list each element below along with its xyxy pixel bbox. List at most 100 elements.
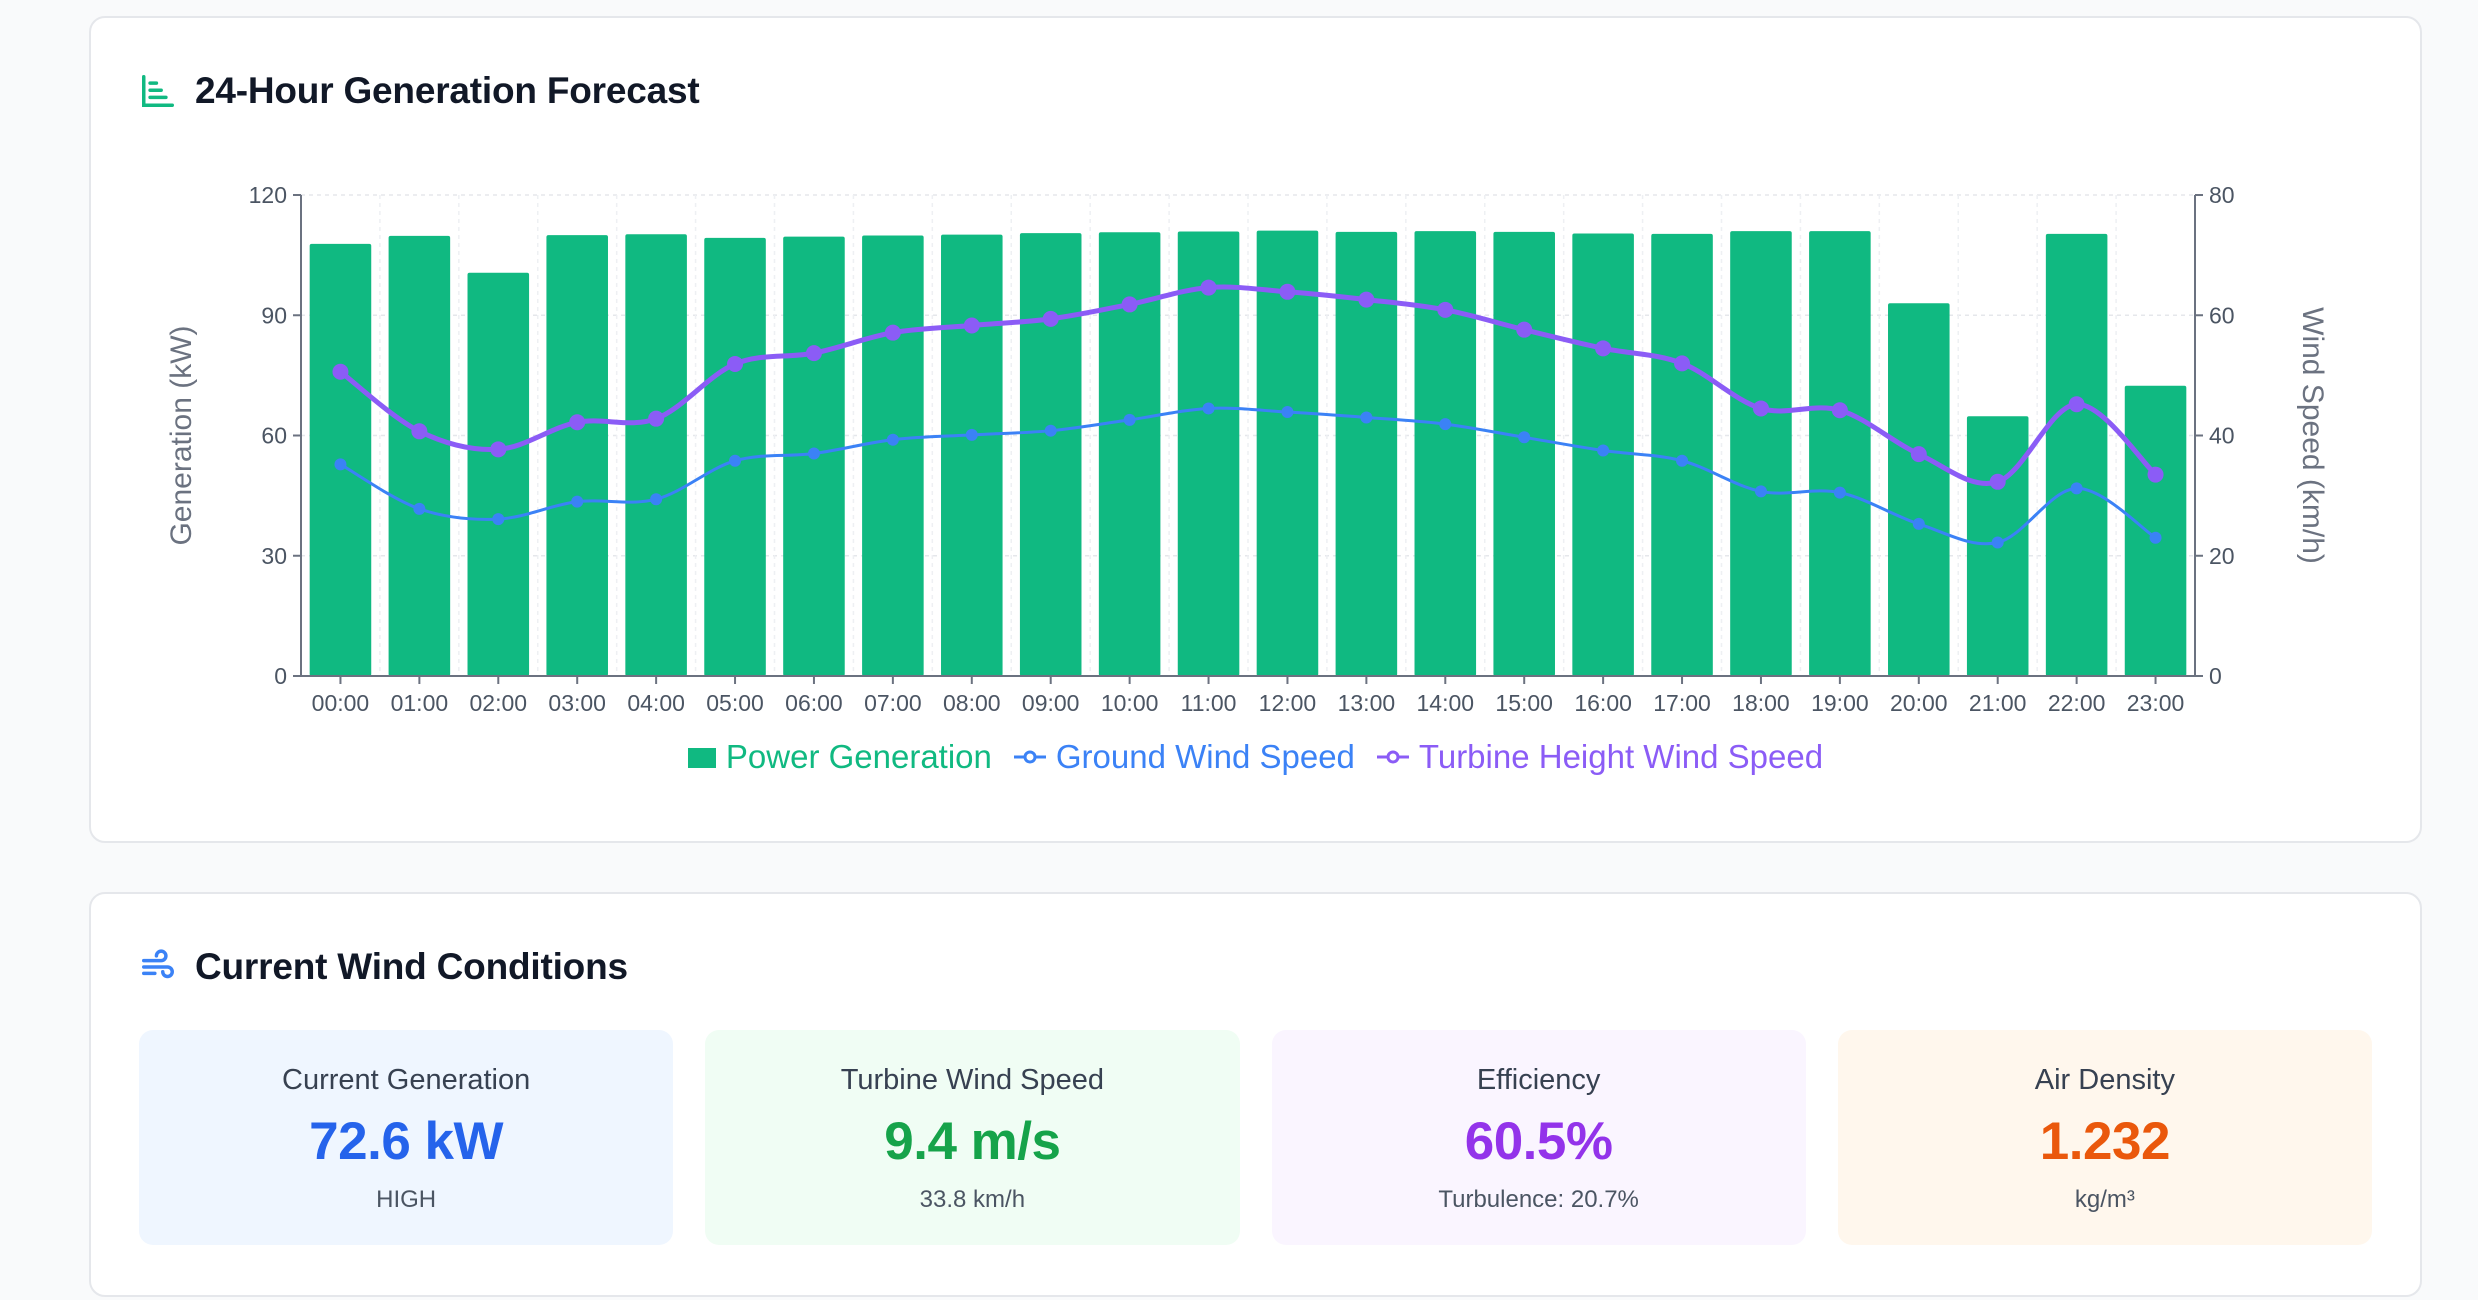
- legend-item[interactable]: Power Generation: [687, 738, 992, 776]
- x-tick-label: 13:00: [1338, 690, 1396, 716]
- x-tick-label: 06:00: [785, 690, 843, 716]
- turbine-wind-speed-point: [1042, 310, 1059, 327]
- x-tick-label: 20:00: [1890, 690, 1948, 716]
- turbine-wind-speed-point: [1910, 446, 1927, 463]
- generation-bar: [1730, 231, 1792, 676]
- ground-wind-speed-point: [1202, 402, 1215, 415]
- stat-air-density: Air Density 1.232 kg/m³: [1837, 1030, 2372, 1245]
- y2-axis-title: Wind Speed (km/h): [2296, 307, 2329, 564]
- stat-sub: Turbulence: 20.7%: [1438, 1186, 1639, 1213]
- x-tick-label: 07:00: [864, 690, 922, 716]
- generation-bar: [1335, 231, 1398, 677]
- turbine-wind-speed-point: [1674, 355, 1691, 372]
- turbine-wind-speed-point: [1358, 291, 1375, 308]
- x-tick-label: 05:00: [706, 690, 764, 716]
- turbine-wind-speed-point: [490, 441, 507, 458]
- legend-item[interactable]: Ground Wind Speed: [1013, 738, 1355, 776]
- x-tick-label: 22:00: [2048, 690, 2106, 716]
- x-tick-label: 17:00: [1653, 690, 1711, 716]
- x-tick-label: 04:00: [627, 690, 685, 716]
- stat-tiles: Current Generation 72.6 kW HIGH Turbine …: [139, 1030, 2372, 1245]
- y-tick-label: 0: [274, 663, 287, 689]
- turbine-wind-speed-point: [884, 324, 901, 341]
- generation-forecast-header: 24-Hour Generation Forecast: [139, 70, 700, 112]
- stat-current-generation: Current Generation 72.6 kW HIGH: [139, 1030, 674, 1245]
- ground-wind-speed-point: [413, 502, 426, 515]
- ground-wind-speed-point: [1439, 418, 1452, 431]
- stat-label: Current Generation: [282, 1064, 531, 1096]
- turbine-wind-speed-point: [411, 423, 428, 440]
- ground-wind-speed-point: [334, 458, 347, 471]
- y-tick-label: 120: [249, 182, 287, 208]
- chart-legend: Power Generation Ground Wind Speed Turbine…: [91, 738, 2420, 776]
- turbine-wind-speed-point: [1200, 279, 1217, 296]
- chart-section-title: 24-Hour Generation Forecast: [195, 70, 700, 111]
- generation-bar: [1019, 233, 1082, 676]
- generation-bar: [546, 235, 608, 677]
- stat-value: 9.4 m/s: [884, 1112, 1061, 1171]
- stat-value: 72.6 kW: [309, 1112, 504, 1171]
- generation-bar: [862, 235, 924, 676]
- ground-wind-speed-point: [1281, 406, 1294, 419]
- legend-label: Ground Wind Speed: [1055, 738, 1355, 775]
- turbine-wind-speed-point: [1831, 402, 1848, 419]
- ground-wind-speed-line: [339, 406, 2157, 546]
- turbine-wind-speed-point: [1121, 296, 1138, 313]
- generation-bar: [1256, 230, 1319, 676]
- stat-sub: 33.8 km/h: [919, 1186, 1026, 1213]
- generation-bar: [388, 235, 451, 676]
- x-tick-label: 21:00: [1969, 690, 2027, 716]
- legend-item[interactable]: Turbine Height Wind Speed: [1376, 738, 1824, 776]
- wind-conditions-card: Current Wind Conditions Current Generati…: [89, 892, 2422, 1297]
- ground-wind-speed-point: [729, 454, 742, 467]
- ground-wind-speed-point: [1912, 517, 1925, 530]
- generation-bar: [1888, 303, 1950, 676]
- generation-forecast-chart: 0 30 60 90 120 0 20 40 60 80 00:00 01:00 02:00 03:00 0…: [165, 182, 2329, 716]
- stat-label: Turbine Wind Speed: [840, 1064, 1105, 1096]
- ground-wind-speed-point: [1991, 536, 2004, 549]
- y2-tick-label: 60: [2209, 302, 2235, 328]
- turbine-wind-speed-point: [963, 317, 980, 334]
- ground-wind-speed-point: [2149, 531, 2162, 544]
- generation-bar: [941, 234, 1003, 676]
- turbine-wind-speed-line: [338, 284, 2158, 486]
- y-axis-title: Generation (kW): [165, 325, 198, 545]
- ground-wind-speed-point: [650, 493, 663, 506]
- ground-wind-speed-point: [886, 433, 899, 446]
- turbine-wind-speed-point: [805, 345, 822, 362]
- x-tick-label: 08:00: [943, 690, 1001, 716]
- generation-bar: [2124, 385, 2187, 676]
- x-tick-label: 09:00: [1022, 690, 1080, 716]
- bar-chart-icon: [142, 75, 174, 107]
- turbine-wind-speed-point: [1752, 400, 1769, 417]
- conditions-section-title: Current Wind Conditions: [195, 946, 628, 987]
- y-tick-label: 30: [261, 543, 287, 569]
- y2-tick-label: 80: [2209, 182, 2235, 208]
- stat-efficiency: Efficiency 60.5% Turbulence: 20.7%: [1271, 1030, 1806, 1245]
- x-tick-label: 10:00: [1101, 690, 1159, 716]
- ground-wind-speed-point: [1518, 431, 1531, 444]
- stat-value: 60.5%: [1464, 1112, 1613, 1171]
- ground-wind-speed-point: [571, 495, 584, 508]
- x-tick-label: 14:00: [1417, 690, 1475, 716]
- legend-label: Turbine Height Wind Speed: [1418, 738, 1824, 775]
- x-tick-label: 01:00: [391, 690, 449, 716]
- generation-bar: [2045, 233, 2108, 676]
- legend-label: Power Generation: [725, 738, 992, 775]
- legend-swatch-bar: [687, 748, 716, 768]
- generation-bar: [1493, 231, 1555, 677]
- stat-label: Efficiency: [1476, 1064, 1601, 1096]
- generation-bar: [1098, 232, 1161, 676]
- turbine-wind-speed-point: [2068, 396, 2085, 413]
- ground-wind-speed-point: [1123, 413, 1136, 426]
- x-tick-label: 11:00: [1181, 690, 1237, 716]
- ground-wind-speed-point: [1044, 424, 1057, 437]
- x-tick-label: 02:00: [470, 690, 528, 716]
- generation-bar: [1809, 231, 1871, 676]
- turbine-wind-speed-point: [1437, 301, 1454, 318]
- x-tick-label: 12:00: [1259, 690, 1317, 716]
- turbine-wind-speed-point: [1595, 340, 1612, 357]
- x-tick-label: 18:00: [1732, 690, 1790, 716]
- stat-turbine-wind-speed: Turbine Wind Speed 9.4 m/s 33.8 km/h: [705, 1030, 1240, 1245]
- generation-bar: [1414, 231, 1477, 676]
